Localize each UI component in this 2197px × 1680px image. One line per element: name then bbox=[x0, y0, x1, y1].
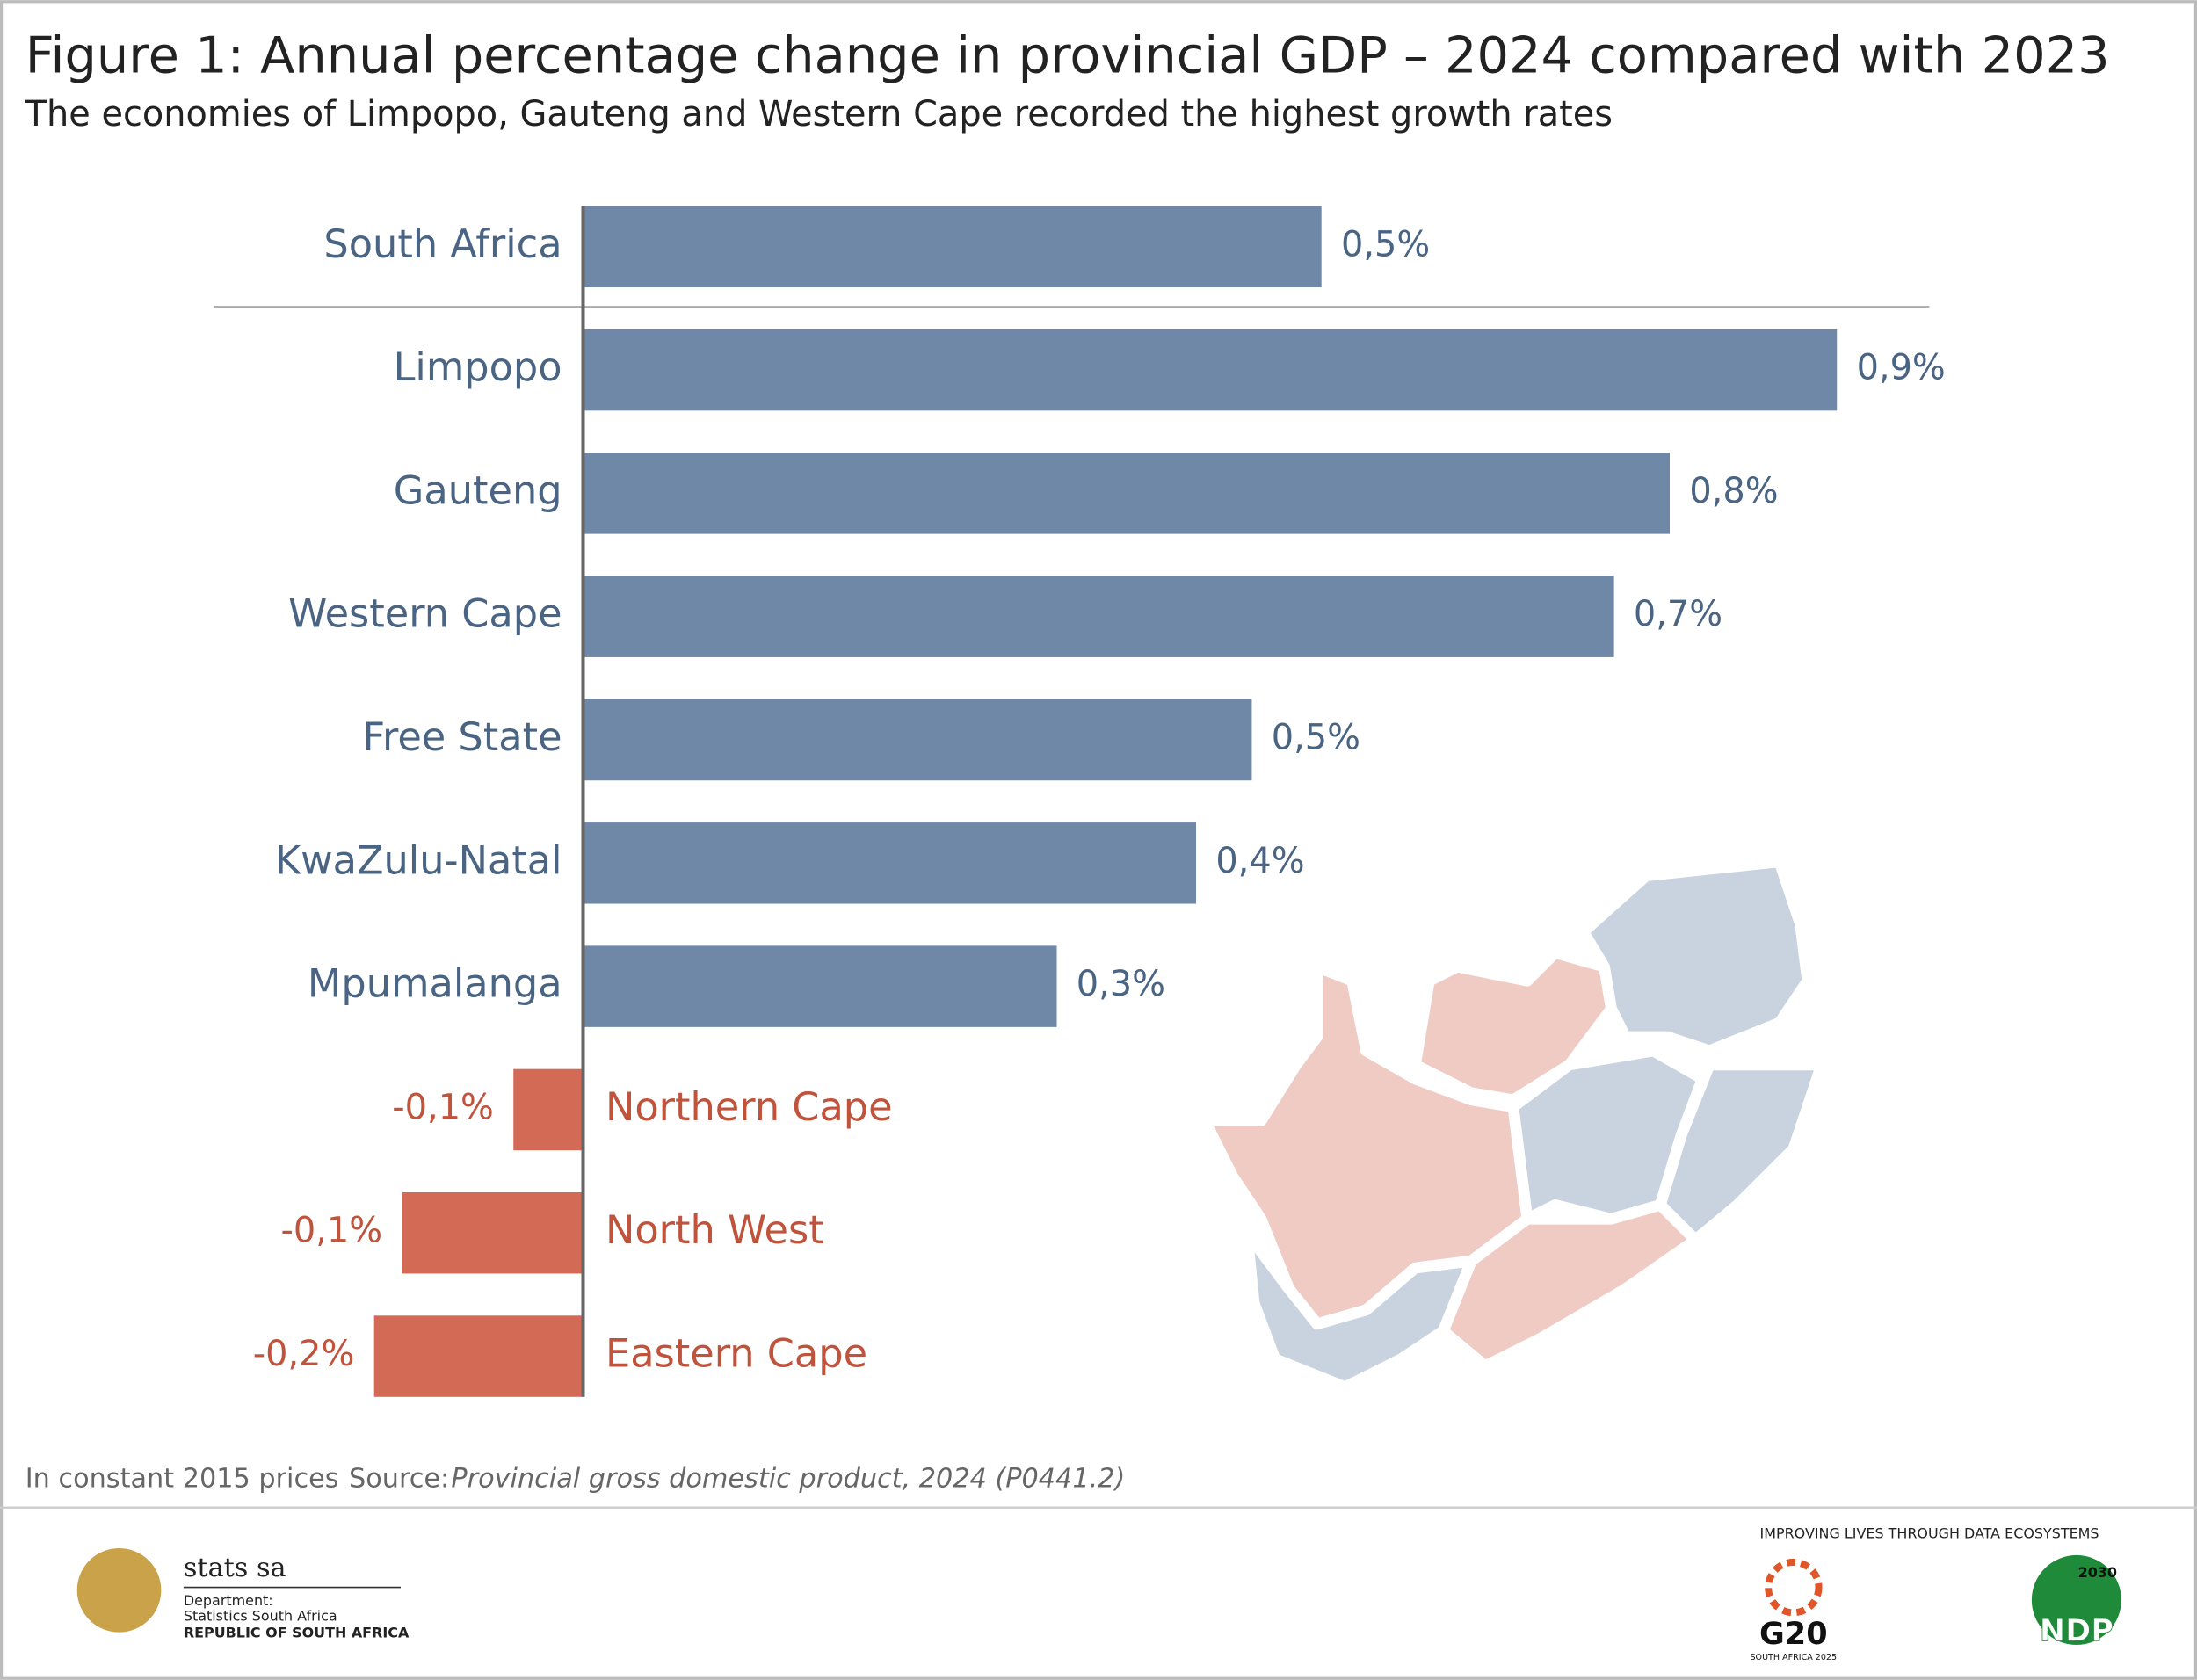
dept: Department: bbox=[184, 1592, 273, 1609]
g20-emblem bbox=[1765, 1558, 1823, 1617]
note: In constant 2015 prices bbox=[25, 1463, 339, 1494]
dept-name: Statistics South Africa bbox=[184, 1608, 337, 1625]
category-label: KwaZulu-Natal bbox=[275, 837, 562, 883]
value-label: 0,8% bbox=[1689, 471, 1778, 511]
bar bbox=[583, 699, 1252, 781]
ndp-year: 2030 bbox=[2078, 1564, 2117, 1581]
bar bbox=[513, 1068, 584, 1151]
map bbox=[1199, 856, 1828, 1393]
value-label: 0,9% bbox=[1857, 348, 1946, 388]
source: Provincial gross domestic product, 2024 … bbox=[451, 1463, 1125, 1494]
value-label: -0,1% bbox=[392, 1087, 494, 1127]
ndp-emblem bbox=[2031, 1554, 2121, 1645]
value-label: 0,3% bbox=[1077, 964, 1165, 1004]
category-label: Limpopo bbox=[394, 344, 562, 390]
stats-sa-logo: stats sa Department: Statistics South Af… bbox=[76, 1547, 410, 1641]
category-label: Gauteng bbox=[394, 467, 562, 513]
bar bbox=[583, 453, 1671, 534]
coat-of-arms bbox=[76, 1547, 162, 1633]
map-region bbox=[1241, 1227, 1477, 1393]
value-label: 0,5% bbox=[1341, 224, 1430, 264]
value-label: -0,1% bbox=[280, 1211, 382, 1251]
map-region bbox=[1577, 856, 1814, 1057]
category-label: Western Cape bbox=[288, 591, 562, 637]
map-region bbox=[1654, 1059, 1828, 1246]
bar bbox=[373, 1315, 584, 1397]
category-label: South Africa bbox=[323, 221, 562, 267]
bar bbox=[583, 822, 1197, 904]
category-label: Free State bbox=[363, 714, 562, 760]
chart-subtitle: The economies of Limpopo, Gauteng and We… bbox=[25, 94, 1613, 134]
category-label: Mpumalanga bbox=[308, 961, 562, 1007]
bar bbox=[583, 206, 1322, 288]
value-label: 0,5% bbox=[1272, 718, 1360, 758]
bar bbox=[583, 945, 1057, 1027]
slogan: IMPROVING LIVES THROUGH DATA ECOSYSTEMS bbox=[1760, 1525, 2099, 1542]
source-label: Source: bbox=[349, 1463, 449, 1494]
bar bbox=[583, 576, 1614, 657]
category-label: Northern Cape bbox=[605, 1084, 893, 1130]
value-label: 0,4% bbox=[1215, 841, 1304, 881]
value-label: -0,2% bbox=[253, 1334, 355, 1374]
republic: REPUBLIC OF SOUTH AFRICA bbox=[184, 1625, 410, 1641]
g20-sub: SOUTH AFRICA 2025 bbox=[1751, 1653, 1838, 1662]
category-label: Eastern Cape bbox=[605, 1331, 867, 1377]
org: stats sa bbox=[184, 1553, 286, 1583]
bar bbox=[583, 329, 1838, 411]
g20: G20 bbox=[1759, 1616, 1828, 1652]
value-label: 0,7% bbox=[1634, 594, 1722, 634]
category-label: North West bbox=[605, 1207, 824, 1253]
chart-title: Figure 1: Annual percentage change in pr… bbox=[25, 26, 2110, 85]
bar bbox=[402, 1191, 584, 1274]
ndp: NDP bbox=[2040, 1613, 2114, 1649]
